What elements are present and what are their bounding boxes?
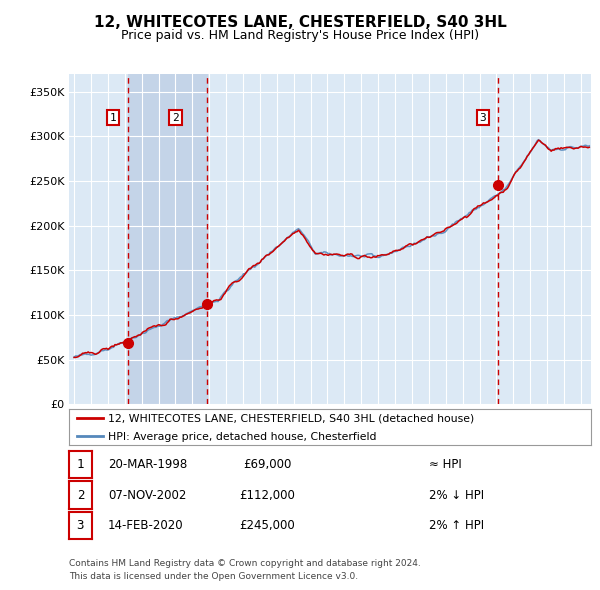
Text: 2: 2 xyxy=(77,489,84,502)
Text: 12, WHITECOTES LANE, CHESTERFIELD, S40 3HL (detached house): 12, WHITECOTES LANE, CHESTERFIELD, S40 3… xyxy=(108,414,475,424)
Text: 1: 1 xyxy=(110,113,116,123)
Text: ≈ HPI: ≈ HPI xyxy=(429,458,462,471)
Text: 1: 1 xyxy=(77,458,84,471)
Text: 2: 2 xyxy=(172,113,179,123)
Text: 2% ↑ HPI: 2% ↑ HPI xyxy=(429,519,484,532)
Text: Price paid vs. HM Land Registry's House Price Index (HPI): Price paid vs. HM Land Registry's House … xyxy=(121,30,479,42)
Text: Contains HM Land Registry data © Crown copyright and database right 2024.: Contains HM Land Registry data © Crown c… xyxy=(69,559,421,568)
Text: This data is licensed under the Open Government Licence v3.0.: This data is licensed under the Open Gov… xyxy=(69,572,358,581)
Text: 12, WHITECOTES LANE, CHESTERFIELD, S40 3HL: 12, WHITECOTES LANE, CHESTERFIELD, S40 3… xyxy=(94,15,506,30)
Text: 3: 3 xyxy=(77,519,84,532)
Text: 2% ↓ HPI: 2% ↓ HPI xyxy=(429,489,484,502)
Text: HPI: Average price, detached house, Chesterfield: HPI: Average price, detached house, Ches… xyxy=(108,432,377,442)
Text: 20-MAR-1998: 20-MAR-1998 xyxy=(108,458,187,471)
Text: 3: 3 xyxy=(479,113,486,123)
Text: 14-FEB-2020: 14-FEB-2020 xyxy=(108,519,184,532)
Text: 07-NOV-2002: 07-NOV-2002 xyxy=(108,489,187,502)
Text: £69,000: £69,000 xyxy=(243,458,291,471)
Text: £245,000: £245,000 xyxy=(239,519,295,532)
Bar xyxy=(128,74,206,404)
Text: £112,000: £112,000 xyxy=(239,489,295,502)
